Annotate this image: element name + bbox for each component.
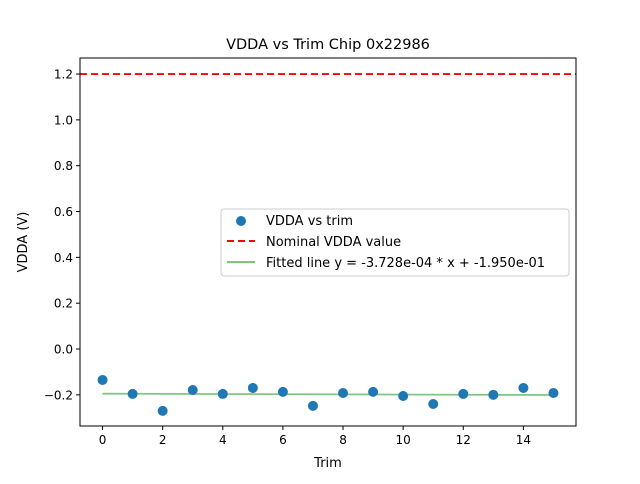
data-point [518, 382, 529, 393]
x-axis: 0 2 4 6 8 10 12 14 [99, 426, 531, 447]
data-point [307, 400, 318, 411]
x-axis-label: Trim [313, 456, 342, 471]
x-tick-label: 4 [219, 433, 227, 447]
data-point [157, 405, 168, 416]
data-point [458, 388, 469, 399]
legend-label-nominal: Nominal VDDA value [266, 235, 401, 250]
x-tick-label: 6 [279, 433, 287, 447]
plot-area [80, 73, 576, 416]
data-point [338, 388, 349, 399]
data-point [217, 388, 228, 399]
x-tick-label: 0 [99, 433, 107, 447]
x-tick-label: 12 [456, 433, 471, 447]
data-point [548, 388, 559, 399]
legend-label-scatter: VDDA vs trim [266, 214, 353, 229]
data-point [398, 390, 409, 401]
y-axis-label: VDDA (V) [16, 212, 31, 273]
y-axis: −0.2 0.0 0.2 0.4 0.6 0.8 1.0 1.2 [44, 68, 80, 402]
fitted-line [102, 392, 554, 396]
axes-frame [79, 57, 577, 427]
data-point [187, 385, 198, 396]
data-point [127, 388, 138, 399]
legend-label-fit: Fitted line y = -3.728e-04 * x + -1.950e… [266, 256, 545, 271]
data-point [368, 386, 379, 397]
x-tick-label: 2 [159, 433, 167, 447]
y-tick-label: −0.2 [44, 388, 73, 402]
x-tick-label: 14 [516, 433, 531, 447]
data-point [428, 399, 439, 410]
y-tick-label: 0.8 [54, 159, 73, 173]
legend-marker-scatter [236, 216, 246, 226]
y-tick-label: 1.0 [54, 113, 73, 127]
data-point [488, 389, 499, 400]
x-tick-label: 8 [339, 433, 347, 447]
y-tick-label: 0.4 [54, 251, 73, 265]
data-point [277, 386, 288, 397]
x-tick-label: 10 [396, 433, 411, 447]
legend: VDDA vs trim Nominal VDDA value Fitted l… [220, 208, 570, 277]
data-point [97, 374, 108, 385]
legend-box [220, 208, 570, 277]
y-tick-label: 1.2 [54, 68, 73, 82]
chart-title: VDDA vs Trim Chip 0x22986 [226, 37, 430, 53]
y-tick-label: 0.6 [54, 205, 73, 219]
data-point [247, 382, 258, 393]
y-tick-label: 0.0 [54, 343, 73, 357]
y-tick-label: 0.2 [54, 297, 73, 311]
